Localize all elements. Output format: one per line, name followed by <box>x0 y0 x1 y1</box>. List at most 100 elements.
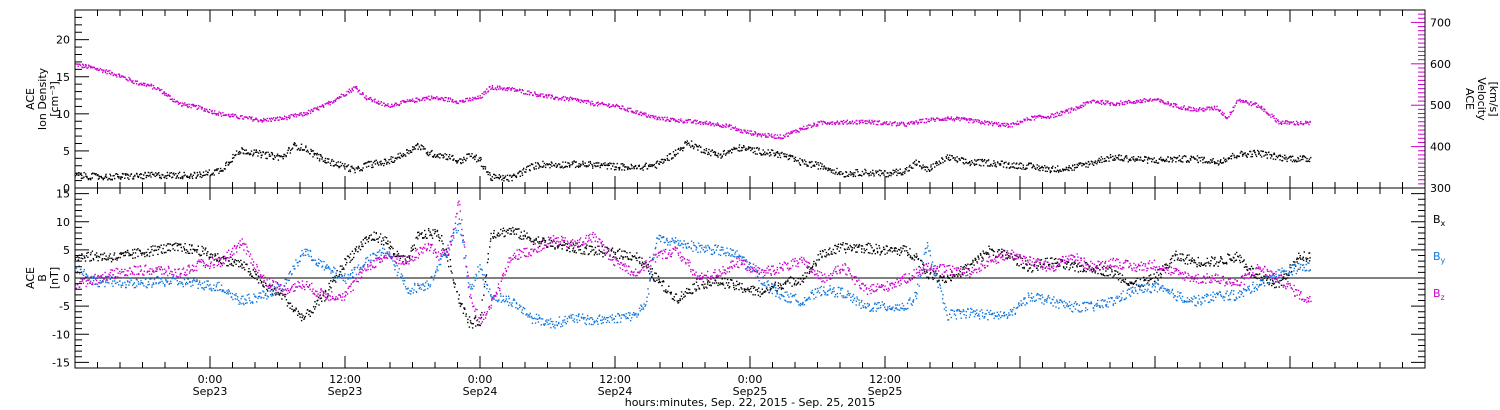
bx-point <box>222 256 224 259</box>
ion-density-point <box>493 174 496 176</box>
ion-density-point <box>379 161 381 163</box>
bx-point <box>334 276 337 278</box>
ion-density-point <box>110 179 112 181</box>
bx-point <box>947 277 949 279</box>
ion-density-point <box>1190 159 1192 161</box>
velocity-point <box>1271 113 1273 115</box>
velocity-point <box>685 119 687 121</box>
ion-density-point <box>100 175 102 178</box>
velocity-point <box>1076 106 1078 109</box>
velocity-point <box>301 114 303 116</box>
bx-point <box>1069 264 1072 266</box>
bx-point <box>787 279 789 281</box>
ion-density-point <box>997 161 999 163</box>
ion-density-point <box>689 146 692 148</box>
bx-point <box>972 259 974 262</box>
ion-density-point <box>684 142 686 144</box>
bx-point <box>468 316 471 318</box>
velocity-point <box>790 132 792 134</box>
velocity-point <box>903 123 905 125</box>
velocity-point <box>1015 123 1018 126</box>
bx-point <box>1058 263 1060 265</box>
ion-density-point <box>649 163 651 166</box>
ion-density-point <box>1058 171 1060 173</box>
ion-density-point <box>1011 163 1013 165</box>
velocity-point <box>228 113 230 115</box>
velocity-point <box>925 121 928 124</box>
ion-density-point <box>976 159 978 161</box>
velocity-point <box>82 66 84 69</box>
bx-point <box>752 285 754 287</box>
velocity-point <box>1292 121 1295 123</box>
bx-point <box>281 298 283 300</box>
bx-point <box>575 252 577 254</box>
bx-point <box>939 275 941 277</box>
ion-density-point <box>599 166 601 169</box>
ion-density-point <box>1217 164 1220 166</box>
ion-density-point <box>1106 156 1109 158</box>
ion-density-point <box>566 166 568 168</box>
ion-density-point <box>1203 157 1205 160</box>
ion-density-point <box>873 173 875 175</box>
ion-density-point <box>691 145 693 148</box>
ion-density-point <box>495 176 497 179</box>
ion-density-point <box>271 154 274 156</box>
ion-density-point <box>981 160 984 163</box>
bx-point <box>714 280 717 282</box>
ion-density-point <box>843 176 846 178</box>
velocity-point <box>393 105 395 107</box>
bx-point <box>241 263 243 265</box>
ion-density-point <box>600 163 603 165</box>
ion-density-point <box>934 166 936 168</box>
bx-point <box>322 291 325 293</box>
velocity-point <box>721 124 724 126</box>
ion-density-point <box>1281 159 1284 162</box>
ion-density-point <box>913 160 916 163</box>
velocity-point <box>786 132 788 134</box>
velocity-point <box>725 124 728 126</box>
bx-point <box>785 280 787 282</box>
bx-point <box>117 256 120 259</box>
velocity-point <box>1037 116 1039 118</box>
velocity-point <box>638 113 641 115</box>
velocity-point <box>277 119 279 121</box>
ion-density-point <box>427 151 429 153</box>
ion-density-point <box>722 150 725 153</box>
ion-density-point <box>190 174 192 176</box>
ion-density-point <box>794 156 797 159</box>
ion-density-point <box>558 163 560 165</box>
velocity-point <box>491 86 494 88</box>
bx-point <box>220 263 223 265</box>
ion-density-point <box>704 152 706 155</box>
velocity-point <box>327 103 330 105</box>
ion-density-point <box>801 159 803 162</box>
ion-density-point <box>83 171 85 174</box>
bx-point <box>128 252 130 255</box>
velocity-point <box>953 119 955 121</box>
bx-point <box>801 280 803 282</box>
bx-point <box>499 234 501 236</box>
bx-point <box>100 254 102 256</box>
bx-point <box>380 240 383 242</box>
ion-density-point <box>628 167 631 170</box>
velocity-point <box>1242 101 1244 103</box>
bx-point <box>659 281 661 284</box>
bx-point <box>630 258 633 261</box>
bx-point <box>211 256 213 258</box>
ion-density-point <box>906 167 908 169</box>
bx-point <box>1026 264 1028 266</box>
bx-point <box>523 230 525 232</box>
velocity-point <box>1191 110 1193 112</box>
bx-point <box>634 255 636 257</box>
bx-point <box>662 280 665 282</box>
bx-point <box>154 245 156 247</box>
bx-point <box>208 257 211 259</box>
ion-density-point <box>692 147 695 150</box>
ion-density-point <box>822 168 824 170</box>
velocity-point <box>125 78 128 80</box>
velocity-point <box>183 103 185 105</box>
ion-density-point <box>159 176 161 179</box>
bx-point <box>330 287 332 289</box>
velocity-point <box>964 117 966 119</box>
bx-point <box>241 267 243 269</box>
